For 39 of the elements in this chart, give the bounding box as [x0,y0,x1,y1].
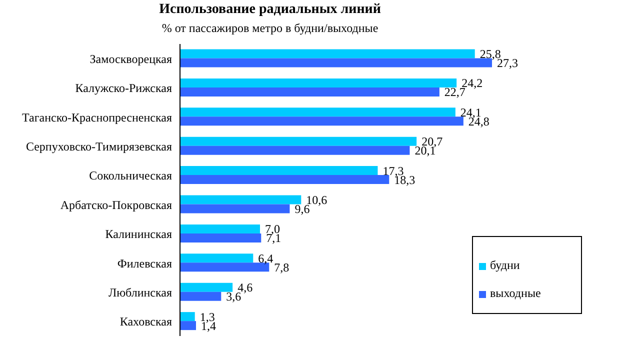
y-tick-label: Замоскворецкая [90,52,172,66]
data-label: 10,6 [306,193,328,208]
bar [180,233,262,242]
bar [180,49,475,58]
y-tick-label: Калужско-Рижская [75,81,172,96]
chart-subtitle: % от пассажиров метро в будни/выходные [160,21,380,36]
y-tick-label: Арбатско-Покровская [60,198,172,212]
bar [180,282,233,292]
bar [180,116,464,126]
y-tick-label: Филевская [117,256,172,270]
data-label: 7,8 [274,260,290,274]
bar [180,78,457,88]
data-label: 25,8 [480,47,501,62]
y-tick-label: Каховская [120,314,172,329]
bar [180,136,417,146]
bar [180,224,260,234]
bar [180,321,196,330]
legend-label: будни [490,258,520,272]
bar [180,195,302,204]
data-label: 24,2 [462,76,483,90]
y-tick-label: Таганско-Краснопресненская [22,110,172,124]
bar [180,292,222,301]
bar [180,175,390,184]
bar [180,166,378,176]
bar [180,146,410,155]
bar [180,312,195,322]
bar [180,204,290,214]
y-tick-label: Люблинская [108,285,172,300]
data-label: 6,4 [258,251,274,266]
legend-label: выходные [490,286,541,300]
y-tick-label: Сокольническая [89,168,172,183]
bar [180,87,440,96]
bar [180,58,492,68]
y-tick-label: Калининская [105,227,172,242]
bar [180,262,270,272]
bar [180,108,456,117]
bar [180,254,254,263]
y-tick-label: Серпуховско-Тимирязевская [26,139,172,154]
chart-title: Использование радиальных линий [158,2,382,18]
